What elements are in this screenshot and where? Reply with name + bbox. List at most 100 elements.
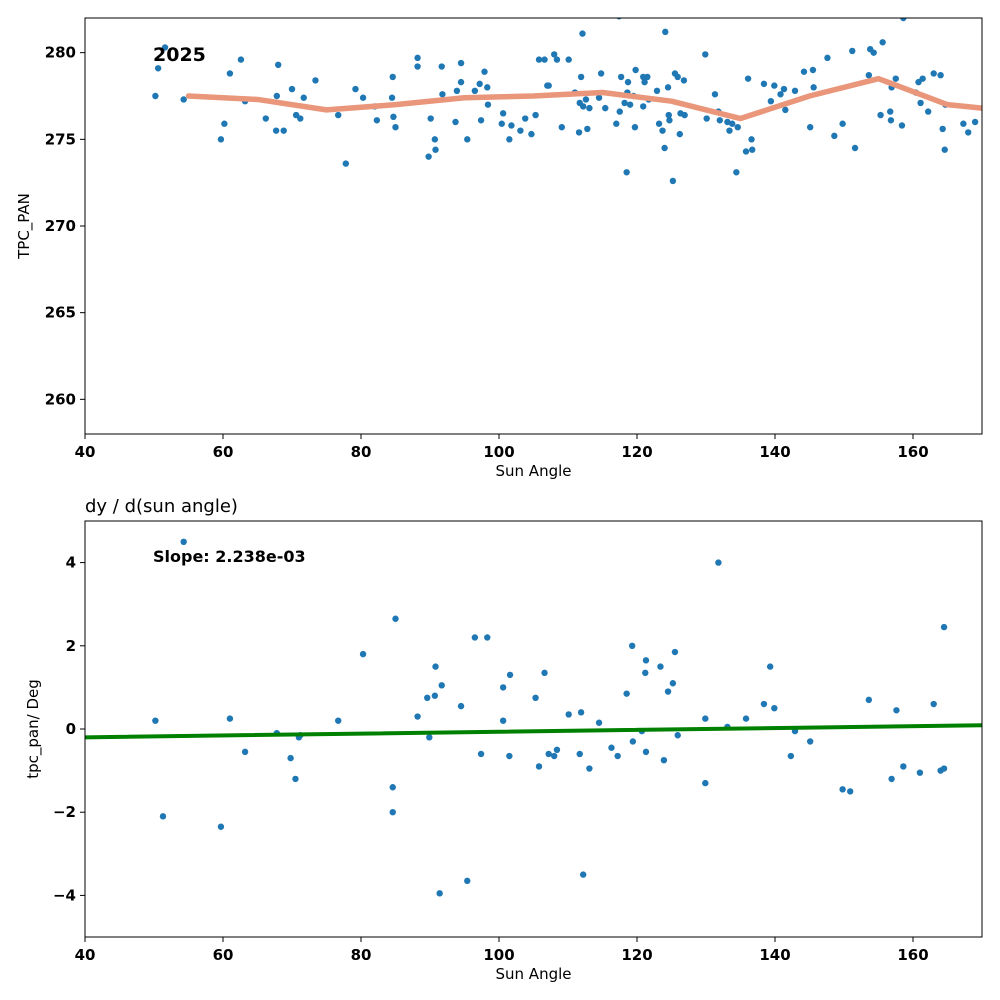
top-scatter-point [749,146,756,153]
top-scatter-point [392,124,399,131]
top-x-tick-label: 160 [897,443,928,461]
bottom-scatter-point [431,692,439,699]
bottom-scatter-point [287,754,294,762]
bottom-scatter-point [457,702,465,710]
top-scatter-point [312,77,319,84]
top-scatter-point [262,115,269,122]
top-scatter-point [917,99,924,107]
top-scatter-point [919,75,926,82]
top-scatter-point [545,82,552,89]
top-scatter-point [623,169,630,176]
bottom-scatter-point [576,750,583,758]
top-scatter-point [711,91,719,98]
top-scatter-point [532,111,539,119]
top-scatter-point [865,72,873,79]
top-scatter-point [579,103,587,110]
top-scatter-point [551,51,558,58]
top-scatter-point [971,118,979,126]
top-scatter-point [300,94,307,101]
top-scatter-point [575,129,583,136]
top-scatter-point [729,120,736,127]
top-scatter-point [597,70,605,77]
top-scatter-point [471,87,479,95]
bottom-scatter-point [671,648,679,656]
bottom-scatter-point [916,769,924,776]
bottom-scatter-point [541,669,548,677]
bottom-y-tick-label: 2 [66,637,76,655]
bottom-scatter-point [292,775,299,783]
top-plot-y-axis-label: TPC_PAN [15,193,34,260]
top-scatter-point [941,146,948,153]
bottom-scatter-point [335,717,342,724]
bottom-scatter-point [180,538,187,545]
top-scatter-point [659,127,666,134]
bottom-plot-x-axis-label: Sun Angle [496,965,572,983]
bottom-scatter-point [438,682,445,689]
top-scatter-point [272,127,280,134]
top-scatter-point [579,30,586,37]
top-scatter-point [662,28,669,36]
bottom-scatter-point [432,663,439,670]
bottom-plot-annotation: Slope: 2.238e-03 [153,547,306,566]
bottom-scatter-point [787,752,795,760]
top-scatter-point [154,65,162,72]
top-plot-axes: 40 60 80 100 120 140 160 260 265 270 275 280 [45,44,929,461]
bottom-scatter-point [506,671,514,679]
top-scatter-point [414,63,421,70]
top-panel: 40 60 80 100 120 140 160 260 265 270 275 280 2025 S… [15,17,983,480]
bottom-scatter-point [159,813,167,820]
bottom-scatter-point [660,757,668,764]
bottom-scatter-point [499,717,507,724]
top-scatter-point [960,120,967,127]
bottom-scatter-point [629,738,637,745]
bottom-scatter-point [642,748,650,756]
top-scatter-point [414,54,421,62]
bottom-scatter-point [436,890,443,897]
top-scatter-point [388,94,396,101]
top-scatter-point [577,73,585,81]
top-scatter-point [640,103,647,110]
top-scatter-point [851,144,859,152]
bottom-scatter-point [553,746,561,753]
top-scatter-point [939,125,946,133]
bottom-scatter-point [535,763,543,770]
bottom-plot-y-axis-label: tpc_pan/ Deg [24,679,43,779]
top-scatter-point [849,47,856,55]
top-x-tick-label: 100 [483,443,514,461]
top-scatter-point [680,77,688,84]
top-scatter-point [665,111,672,119]
top-scatter-point [522,115,529,122]
top-scatter-point [930,70,937,77]
top-scatter-point [767,98,775,105]
bottom-scatter-point [565,711,572,718]
top-scatter-point [221,120,228,127]
top-scatter-point [508,122,515,129]
top-scatter-point [359,94,367,101]
bottom-scatter-point [888,775,895,783]
top-scatter-point [584,125,591,133]
bottom-panel: dy / d(sun angle) 40 60 80 100 120 140 160−4−2… [24,496,983,983]
bottom-scatter-point [217,823,225,830]
top-scatter-point [800,68,808,75]
top-scatter-point [464,136,471,143]
top-scatter-point [425,153,432,160]
top-scatter-point [342,160,350,167]
top-scatter-point [724,118,731,126]
top-scatter-point [352,85,359,93]
bottom-scatter-point [642,669,649,677]
top-scatter-point [653,87,661,95]
top-scatter-point [924,108,932,115]
top-scatter-point [237,56,245,63]
top-y-tick-label: 280 [45,44,76,62]
bottom-scatter-point [551,752,558,760]
top-scatter-point [217,136,225,143]
top-scatter-point [760,80,768,88]
bottom-scatter-point [760,700,768,708]
bottom-scatter-point [642,657,650,664]
top-scatter-point [476,80,483,88]
bottom-scatter-point [484,634,491,641]
top-scatter-point [733,169,740,176]
top-scatter-point [439,91,446,98]
